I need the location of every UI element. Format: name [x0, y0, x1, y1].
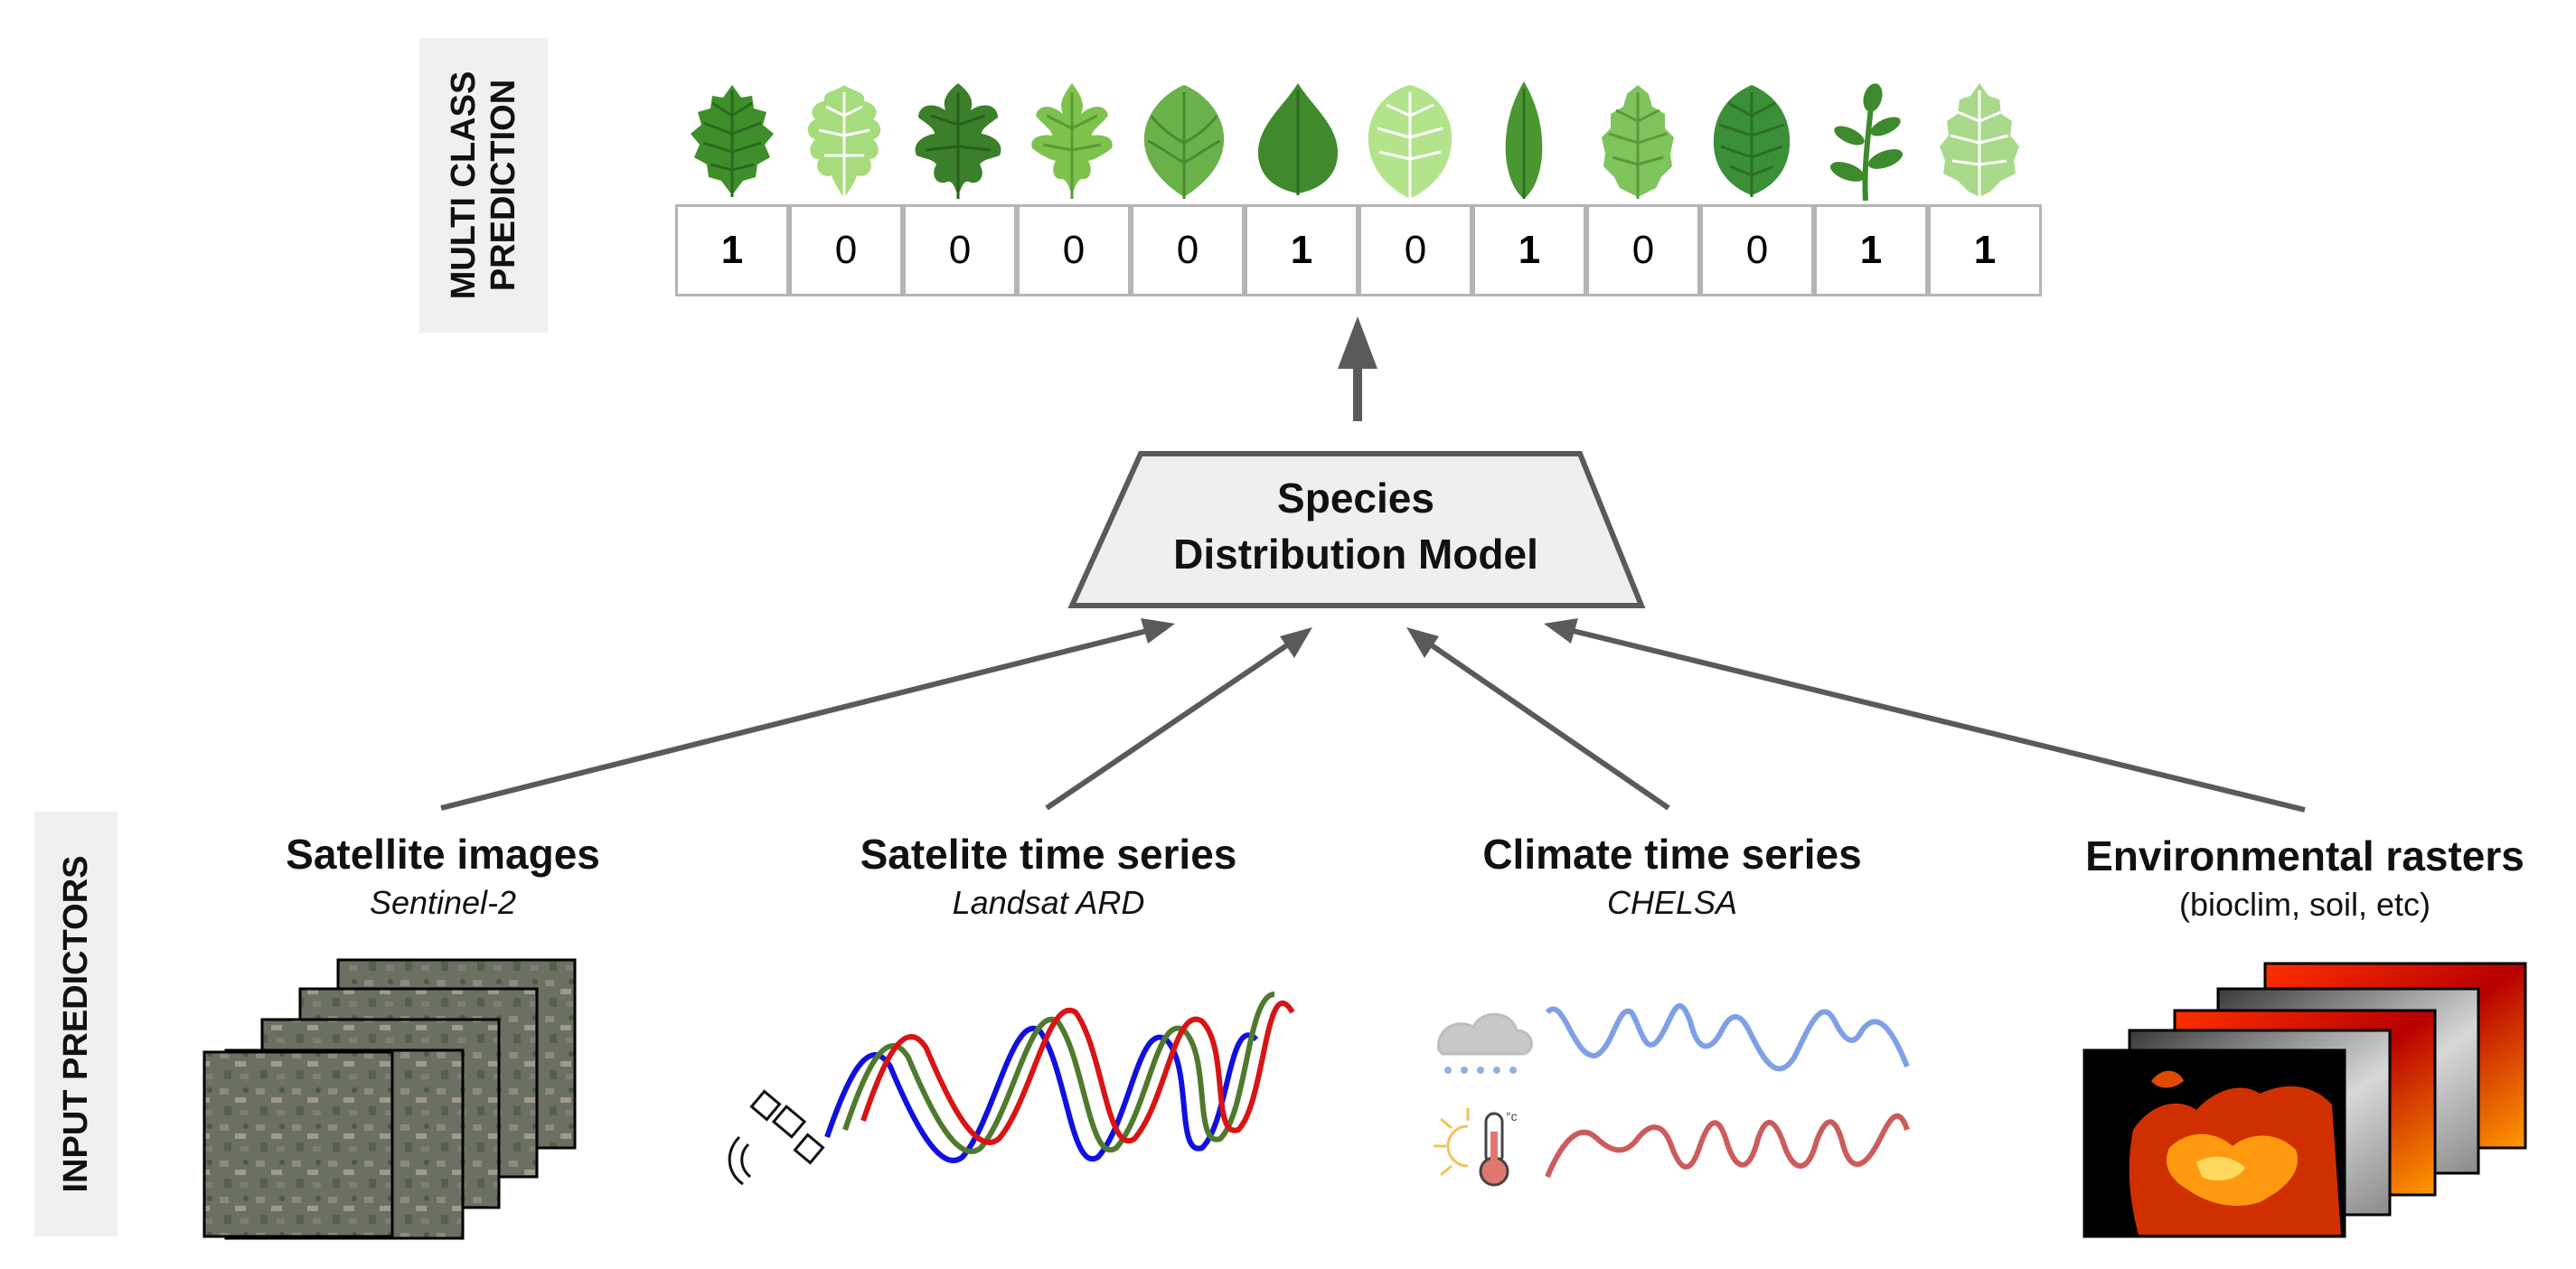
- leaf-icon-11: [1829, 83, 1904, 202]
- source-title-satellite-images: Satellite images: [286, 831, 600, 878]
- prediction-cell-10: 0: [1700, 204, 1814, 296]
- leaf-icon-4: [1031, 83, 1113, 199]
- model-label-line2: Distribution Model: [1173, 531, 1538, 578]
- leaf-icon-7: [1368, 85, 1453, 201]
- output-arrow-head: [1338, 316, 1377, 369]
- environmental-raster-stack: [2082, 962, 2527, 1238]
- europe-heatmap: [2129, 1070, 2341, 1235]
- multi-class-prediction-label-box: MULTI CLASS PREDICTION: [419, 38, 548, 333]
- arrow-head-1: [1141, 618, 1175, 644]
- source-subtitle-bioclim: (bioclim, soil, etc): [2178, 886, 2431, 923]
- arrow-environmental-rasters: [1557, 625, 2306, 813]
- thermometer-sun-icon: °c: [1434, 1108, 1518, 1187]
- prediction-cell-8: 1: [1472, 204, 1586, 296]
- leaf-icon-5: [1143, 85, 1225, 199]
- input-predictors-label-box: INPUT PREDICTORS: [34, 812, 118, 1236]
- prediction-cell-9: 0: [1586, 204, 1700, 296]
- prediction-cell-6: 1: [1245, 204, 1359, 296]
- source-title-satellite-time-series: Satelite time series: [860, 831, 1237, 878]
- leaf-icon-9: [1602, 85, 1674, 199]
- arrow-head-2: [1280, 627, 1312, 658]
- source-title-environmental-rasters: Environmental rasters: [2085, 832, 2524, 879]
- prediction-cell-5: 0: [1131, 204, 1245, 296]
- model-label: Species Distribution Model: [1085, 470, 1627, 582]
- arrow-head-4: [1544, 618, 1578, 644]
- source-title-climate-time-series: Climate time series: [1482, 831, 1862, 878]
- temperature-series: [1545, 1113, 1910, 1179]
- leaf-icon-3: [915, 83, 1001, 199]
- prediction-cell-3: 0: [903, 204, 1017, 296]
- model-label-line1: Species: [1277, 475, 1434, 522]
- prediction-cell-11: 1: [1814, 204, 1928, 296]
- satellite-icon: [728, 1089, 825, 1186]
- prediction-cell-2: 0: [789, 204, 903, 296]
- satellite-image-stack: [202, 958, 577, 1240]
- leaf-icon-2: [807, 85, 881, 201]
- satellite-time-series-lines: [824, 992, 1295, 1163]
- arrow-climate-time-series: [1415, 633, 1670, 811]
- cloud-rain-icon: [1437, 1012, 1533, 1074]
- source-subtitle-sentinel: Sentinel-2: [369, 884, 517, 921]
- prediction-cell-7: 0: [1359, 204, 1472, 296]
- prediction-cell-12: 1: [1928, 204, 2042, 296]
- arrow-head-3: [1406, 627, 1439, 658]
- leaf-icon-6: [1257, 83, 1339, 195]
- source-subtitle-landsat: Landsat ARD: [952, 884, 1145, 921]
- leaf-icon-12: [1940, 83, 2019, 199]
- leaf-icon-8: [1505, 81, 1543, 199]
- model-box: [1067, 451, 1646, 608]
- arrow-satellite-time-series: [1045, 633, 1303, 811]
- prediction-cell-4: 0: [1017, 204, 1131, 296]
- temperature-unit: °c: [1506, 1109, 1518, 1123]
- arrow-satellite-images: [440, 625, 1162, 811]
- prediction-cell-1: 1: [675, 204, 789, 296]
- leaf-icon-1: [691, 85, 774, 197]
- leaf-icon-10: [1713, 85, 1791, 197]
- precipitation-series: [1545, 1003, 1910, 1072]
- source-subtitle-chelsa: CHELSA: [1606, 884, 1738, 921]
